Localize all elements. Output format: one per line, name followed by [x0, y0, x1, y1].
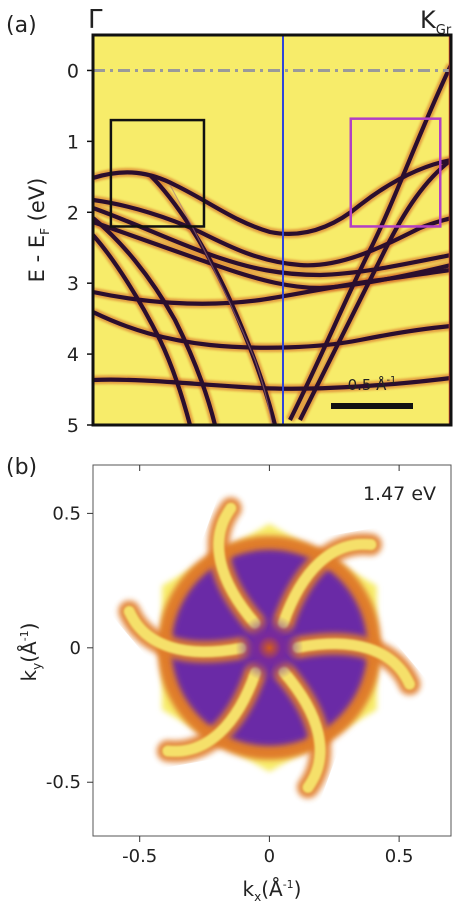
- fermi-surface-map: [118, 497, 421, 799]
- band-line: [93, 206, 451, 278]
- b-y-tick-label: 0.5: [52, 503, 81, 524]
- b-y-axis-label: ky(Å-1): [17, 623, 44, 682]
- band-line: [93, 267, 451, 306]
- a-y-axis-ticks: 0 1 2 3 4 5: [67, 60, 93, 437]
- a-y-tick-label: 0: [67, 60, 79, 82]
- scale-bar: [331, 403, 413, 409]
- b-y-tick-label: 0: [70, 638, 81, 659]
- a-y-tick-label: 3: [67, 273, 79, 295]
- region-box-right: [349, 117, 442, 228]
- fs-arm: [286, 632, 421, 696]
- fs-arm: [272, 533, 383, 635]
- a-y-axis-label: E - EF (eV): [25, 178, 52, 283]
- b-x-tick-label: -0.5: [122, 846, 157, 867]
- fs-arm: [272, 661, 332, 799]
- band-structure: [93, 63, 451, 425]
- band-line: [288, 64, 451, 421]
- panel-a: (a) Γ KGr 0 1 2 3 4 5 E - EF (eV) 0.5 Å-1: [6, 5, 453, 437]
- b-x-axis-ticks: -0.5 0 0.5: [122, 465, 413, 867]
- fs-center: [235, 613, 304, 682]
- b-x-tick-label: 0.5: [385, 846, 414, 867]
- energy-annotation: 1.47 eV: [363, 483, 436, 505]
- band-line: [298, 158, 451, 421]
- band-line: [93, 216, 218, 425]
- a-y-tick-label: 4: [67, 344, 79, 366]
- panel-b-label: (b): [6, 455, 37, 480]
- band-core-group: [93, 64, 451, 425]
- region-box-left: [109, 118, 206, 228]
- plot-a-frame: [91, 33, 453, 427]
- band-line: [93, 375, 451, 391]
- k-point-label: KGr: [420, 6, 452, 38]
- b-x-tick-label: 0: [264, 846, 275, 867]
- fs-arm: [118, 600, 252, 663]
- a-y-tick-label: 2: [67, 202, 79, 224]
- band-line: [93, 310, 451, 350]
- b-y-tick-label: -0.5: [46, 772, 81, 793]
- fs-arm: [207, 497, 266, 635]
- a-y-tick-label: 5: [67, 415, 79, 437]
- plot-b-frame: [92, 464, 452, 837]
- b-x-axis-label: kx(Å-1): [243, 877, 302, 904]
- b-y-axis-ticks: 0.5 0 -0.5: [46, 503, 93, 793]
- panel-b: (b) 1.47 eV -0.5 0 0.5 0.5 0 -0.5 kx(Å-1) ky…: [6, 455, 452, 904]
- band-line: [93, 233, 193, 425]
- band-line: [93, 157, 451, 236]
- panel-a-label: (a): [6, 13, 37, 38]
- scale-bar-label: 0.5 Å-1: [348, 375, 397, 394]
- fs-arm: [156, 661, 267, 763]
- gamma-point-label: Γ: [88, 5, 103, 35]
- a-y-tick-label: 1: [67, 131, 79, 153]
